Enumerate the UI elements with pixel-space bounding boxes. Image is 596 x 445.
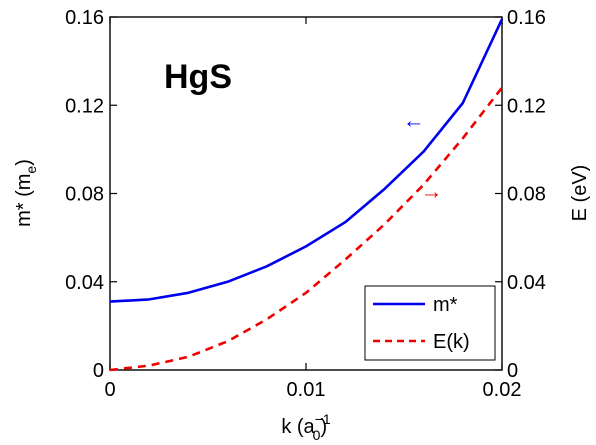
y-right-tick-label-4: 0.16	[507, 7, 546, 29]
arrow-m-star: ←	[403, 108, 425, 133]
legend-label-e-k: E(k)	[433, 331, 470, 353]
legend: m* E(k)	[364, 285, 496, 361]
chart-annotation: HgS	[164, 58, 232, 96]
legend-label-m-star: m*	[433, 294, 458, 316]
legend-box	[364, 285, 496, 361]
y-left-tick-label-3: 0.12	[65, 95, 104, 117]
y-right-tick-label-2: 0.08	[507, 184, 546, 206]
x-tick-label-0: 0	[104, 379, 115, 401]
tick-marks	[109, 16, 503, 371]
y-right-tick-label-0: 0	[507, 360, 518, 382]
y-right-axis-label: E (eV)	[569, 165, 591, 222]
tick-labels: 0 0.01 0.0200.040.080.120.1600.040.080.120…	[65, 7, 546, 401]
y-left-tick-label-0: 0	[93, 360, 104, 382]
y-left-tick-label-4: 0.16	[65, 7, 104, 29]
x-tick-label-2: 0.02	[483, 379, 522, 401]
y-left-tick-label-2: 0.08	[65, 184, 104, 206]
y-right-tick-label-3: 0.12	[507, 95, 546, 117]
series-line-0	[109, 18, 504, 303]
series-lines	[109, 18, 504, 372]
x-axis-label: k (a−1 0)	[281, 411, 331, 443]
y-left-tick-label-1: 0.04	[65, 272, 104, 294]
y-right-tick-label-1: 0.04	[507, 272, 546, 294]
series-line-1	[109, 86, 504, 372]
y-left-axis-label: m* (me)	[13, 159, 39, 227]
arrow-e-k: →	[420, 178, 442, 203]
x-tick-label-1: 0.01	[287, 379, 326, 401]
